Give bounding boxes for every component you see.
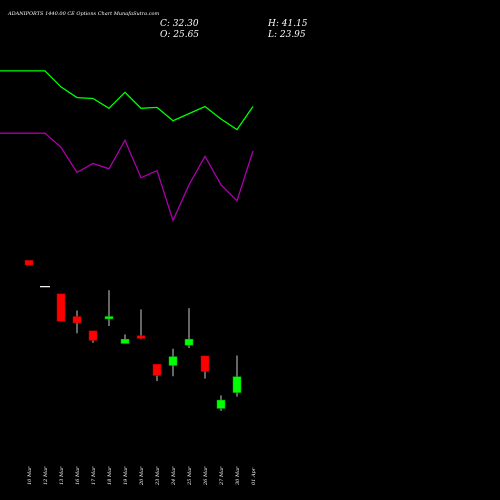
candle: [184, 308, 194, 349]
candle-body: [24, 260, 34, 266]
date-tick-label: 12 Mar: [43, 466, 49, 485]
candle-body: [88, 330, 98, 341]
candle-body: [168, 356, 178, 366]
high-value: H: 41.15: [267, 19, 308, 29]
candle: [72, 310, 82, 334]
date-tick-label: 27 Mar: [219, 466, 225, 486]
date-tick-label: 24 Mar: [171, 466, 177, 486]
candle-body: [40, 286, 50, 288]
close-value: C: 32.30: [160, 19, 199, 29]
date-tick-label: 16 Mar: [75, 466, 81, 485]
date-tick-label: 26 Mar: [203, 466, 209, 486]
date-tick-label: 01 Apr: [251, 467, 257, 485]
date-tick-label: 10 Mar: [27, 466, 33, 485]
date-tick-label: 30 Mar: [235, 466, 241, 485]
indicator-lines: [0, 70, 254, 223]
candle: [232, 355, 242, 397]
candle-body: [72, 316, 82, 324]
chart-title: ADANIPORTS 1440.00 CE Options Chart Muna…: [7, 11, 160, 17]
candle: [120, 334, 130, 344]
candles: [24, 260, 242, 411]
candle-body: [56, 293, 66, 322]
candle-body: [200, 355, 210, 372]
date-axis: 10 Mar 12 Mar 13 Mar 16 Mar 17 Mar 18 Mar 19 M…: [27, 466, 257, 486]
date-tick-label: 19 Mar: [123, 466, 129, 485]
candle-body: [136, 335, 146, 339]
low-value: L: 23.95: [267, 30, 306, 40]
indicator-line-1: [0, 70, 254, 131]
date-tick-label: 13 Mar: [59, 466, 65, 485]
date-tick-label: 20 Mar: [139, 466, 145, 486]
date-tick-label: 25 Mar: [187, 466, 193, 486]
indicator-line-2: [0, 132, 254, 223]
candle: [216, 395, 226, 411]
open-value: O: 25.65: [160, 30, 199, 40]
candle: [104, 290, 114, 327]
candle-body: [232, 376, 242, 393]
date-tick-label: 18 Mar: [107, 466, 113, 485]
candle: [136, 309, 146, 340]
candle-body: [152, 364, 162, 376]
candle-body: [216, 399, 226, 409]
date-tick-label: 23 Mar: [155, 466, 161, 486]
candle: [152, 364, 162, 381]
candle: [88, 330, 98, 343]
candle: [24, 260, 34, 266]
candle: [200, 355, 210, 379]
candle: [40, 286, 50, 288]
candle-body: [104, 316, 114, 320]
candle: [168, 348, 178, 377]
candle-body: [120, 338, 130, 344]
candle-body: [184, 338, 194, 346]
date-tick-label: 17 Mar: [91, 466, 97, 485]
candle: [56, 293, 66, 322]
